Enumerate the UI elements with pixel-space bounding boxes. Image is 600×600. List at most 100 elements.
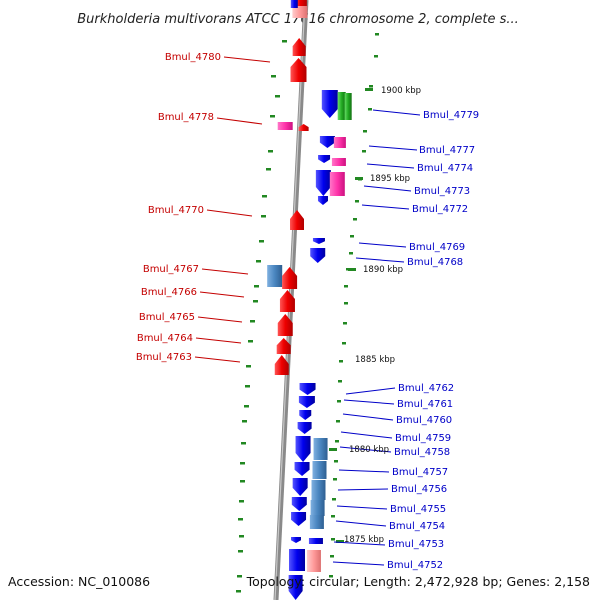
gene-label-bmul-4752[interactable]: Bmul_4752 <box>387 560 443 571</box>
leader-line <box>333 541 386 546</box>
leader-line <box>332 561 385 566</box>
gene-label-bmul-4773[interactable]: Bmul_4773 <box>414 186 470 197</box>
gene-feature[interactable] <box>299 410 312 420</box>
gene-feature[interactable] <box>319 136 335 148</box>
gene-feature[interactable] <box>337 92 346 120</box>
leader-line <box>201 268 249 275</box>
gene-label-bmul-4766[interactable]: Bmul_4766 <box>141 287 197 298</box>
gc-dot <box>335 440 339 443</box>
gene-feature[interactable] <box>292 478 308 496</box>
gene-feature[interactable] <box>294 462 310 476</box>
gene-label-bmul-4779[interactable]: Bmul_4779 <box>423 110 479 121</box>
gene-feature[interactable] <box>333 137 346 148</box>
scale-tick <box>348 268 356 271</box>
gene-feature[interactable] <box>276 338 291 354</box>
gene-feature[interactable] <box>282 267 298 289</box>
gene-feature[interactable] <box>288 575 303 600</box>
gene-feature[interactable] <box>293 0 307 6</box>
leader-line <box>337 488 389 491</box>
gc-dot <box>256 260 261 263</box>
gene-feature[interactable] <box>321 90 338 118</box>
gene-label-bmul-4755[interactable]: Bmul_4755 <box>390 504 446 515</box>
gene-label-bmul-4774[interactable]: Bmul_4774 <box>417 163 473 174</box>
gene-feature[interactable] <box>312 238 325 244</box>
gene-label-bmul-4762[interactable]: Bmul_4762 <box>398 383 454 394</box>
gene-feature[interactable] <box>291 497 307 511</box>
gene-label-bmul-4757[interactable]: Bmul_4757 <box>392 467 448 478</box>
gc-dot <box>349 252 353 255</box>
gene-feature[interactable] <box>279 290 295 312</box>
gc-dot <box>342 342 346 345</box>
gene-feature[interactable] <box>295 436 311 462</box>
gene-feature[interactable] <box>290 0 298 8</box>
gene-label-bmul-4756[interactable]: Bmul_4756 <box>391 484 447 495</box>
gene-feature[interactable] <box>298 396 315 408</box>
gc-dot <box>368 108 372 111</box>
gene-feature[interactable] <box>331 158 346 166</box>
gene-feature[interactable] <box>290 210 304 230</box>
gene-feature[interactable] <box>292 38 306 56</box>
gene-feature[interactable] <box>344 93 352 120</box>
gc-dot <box>355 200 359 203</box>
gene-label-bmul-4765[interactable]: Bmul_4765 <box>139 312 195 323</box>
gc-dot <box>241 442 246 445</box>
gene-feature[interactable] <box>318 155 331 163</box>
gene-feature[interactable] <box>290 58 307 82</box>
gc-dot <box>275 95 280 98</box>
leader-line <box>194 356 241 363</box>
gene-label-bmul-4760[interactable]: Bmul_4760 <box>396 415 452 426</box>
gene-label-bmul-4758[interactable]: Bmul_4758 <box>394 447 450 458</box>
gc-dot <box>242 420 247 423</box>
gc-dot <box>238 518 243 521</box>
leader-line <box>361 204 410 210</box>
gene-label-bmul-4769[interactable]: Bmul_4769 <box>409 242 465 253</box>
gene-feature[interactable] <box>315 170 331 196</box>
gene-label-bmul-4754[interactable]: Bmul_4754 <box>389 521 445 532</box>
gc-dot <box>363 130 367 133</box>
gene-label-bmul-4759[interactable]: Bmul_4759 <box>395 433 451 444</box>
gc-dot <box>344 302 348 305</box>
gene-feature[interactable] <box>277 314 293 336</box>
gene-feature[interactable] <box>308 538 323 544</box>
gene-label-bmul-4763[interactable]: Bmul_4763 <box>136 352 192 363</box>
gene-feature[interactable] <box>291 537 301 543</box>
gene-feature[interactable] <box>277 122 293 130</box>
scale-tick <box>329 448 337 451</box>
gene-feature[interactable] <box>267 265 283 287</box>
gene-label-bmul-4764[interactable]: Bmul_4764 <box>137 333 193 344</box>
gene-feature[interactable] <box>310 248 326 263</box>
gene-label-bmul-4768[interactable]: Bmul_4768 <box>407 257 463 268</box>
gene-label-bmul-4772[interactable]: Bmul_4772 <box>412 204 468 215</box>
gene-label-bmul-4778[interactable]: Bmul_4778 <box>158 112 214 123</box>
accession-label: Accession: NC_010086 <box>8 574 150 589</box>
gene-feature[interactable] <box>317 196 328 205</box>
gene-feature[interactable] <box>309 515 324 529</box>
gene-label-bmul-4770[interactable]: Bmul_4770 <box>148 205 204 216</box>
gc-dot <box>239 500 244 503</box>
gc-dot <box>244 405 249 408</box>
gene-feature[interactable] <box>306 550 321 572</box>
gene-feature[interactable] <box>274 355 289 375</box>
leader-line <box>372 109 421 116</box>
gene-feature[interactable] <box>297 422 312 434</box>
gene-label-bmul-4767[interactable]: Bmul_4767 <box>143 264 199 275</box>
gene-feature[interactable] <box>289 549 305 571</box>
gene-feature[interactable] <box>298 124 309 131</box>
gene-feature[interactable] <box>299 383 316 395</box>
gc-dot <box>329 575 333 578</box>
gene-label-bmul-4777[interactable]: Bmul_4777 <box>419 145 475 156</box>
gene-feature[interactable] <box>313 438 328 460</box>
leader-line <box>223 56 271 63</box>
gene-feature[interactable] <box>329 172 345 196</box>
gene-label-bmul-4780[interactable]: Bmul_4780 <box>165 52 221 63</box>
gene-label-bmul-4753[interactable]: Bmul_4753 <box>388 539 444 550</box>
gc-dot <box>350 235 354 238</box>
gene-feature[interactable] <box>310 500 325 516</box>
gene-feature[interactable] <box>312 461 327 479</box>
gc-dot <box>262 195 267 198</box>
gene-label-bmul-4761[interactable]: Bmul_4761 <box>397 399 453 410</box>
gene-feature[interactable] <box>291 512 307 526</box>
gene-feature[interactable] <box>292 6 308 18</box>
gene-feature[interactable] <box>311 480 326 500</box>
